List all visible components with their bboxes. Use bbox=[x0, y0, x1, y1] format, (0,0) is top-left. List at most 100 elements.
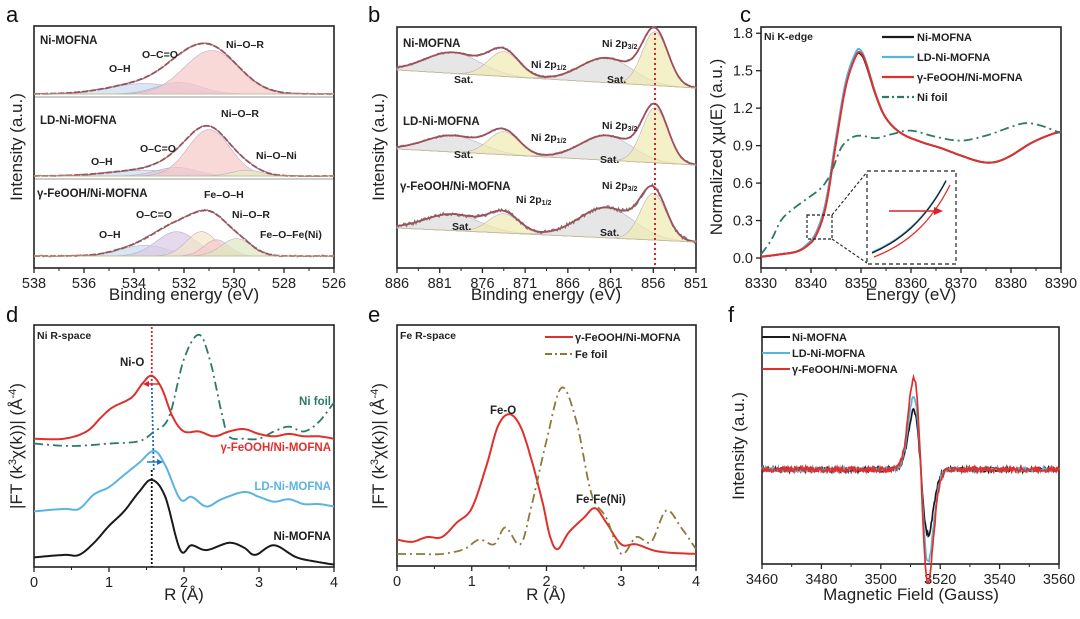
d-shift-arrow-blue-head bbox=[157, 459, 163, 465]
d-x-tick-label: 0 bbox=[30, 575, 38, 591]
b-series-label-2: LD-Ni-MOFNA bbox=[403, 116, 480, 128]
a-annotation-oh-2: O–H bbox=[91, 156, 113, 168]
e-x-tick-label: 1 bbox=[468, 574, 476, 590]
a-annotation-oh-1: O–H bbox=[109, 63, 131, 75]
a-annotation-oco-1: O–C=O bbox=[142, 49, 178, 61]
e-annotation-feo: Fe-O bbox=[490, 405, 516, 417]
svg-text:Ni 2p1/2: Ni 2p1/2 bbox=[516, 194, 552, 207]
d-x-tick-label: 3 bbox=[255, 575, 263, 591]
c-x-tick-label: 8350 bbox=[845, 276, 877, 292]
c-zoom-connector bbox=[831, 238, 868, 264]
c-y-tick-label: 0.0 bbox=[733, 251, 753, 267]
a-x-tick-label: 534 bbox=[122, 276, 146, 292]
c-series-ni-foil bbox=[760, 122, 1062, 255]
c-y-tick-label: 1.8 bbox=[733, 26, 753, 42]
f-y-axis-title: Intensity (a.u.) bbox=[729, 392, 748, 500]
panel-a-plot-area: 538 536 534 532 530 528 526 bbox=[22, 25, 346, 292]
a-x-tick-label: 530 bbox=[222, 276, 246, 292]
d-shift-arrow-red-head bbox=[143, 381, 149, 387]
a-x-tick-label: 526 bbox=[322, 276, 346, 292]
f-x-tick-label: 3560 bbox=[1043, 572, 1075, 588]
b-annotation-sat-2b: Sat. bbox=[600, 154, 619, 166]
panel-letter-d: d bbox=[6, 302, 18, 327]
a-y-axis-title: Intensity (a.u.) bbox=[7, 93, 26, 201]
e-x-tick-label: 0 bbox=[393, 574, 401, 590]
panel-c-xanes: c 8330 8340 8350 8360 8370 8380 8390 0.0 0.3 0.6 0… bbox=[707, 2, 1077, 304]
b-annotation-ni2p32-1: Ni 2p3/2 bbox=[602, 38, 638, 51]
e-axes-frame bbox=[396, 324, 697, 567]
c-y-axis-title: Normalized χμ(E) (a.u.) bbox=[707, 59, 726, 235]
c-x-tick-label: 8330 bbox=[745, 276, 777, 292]
c-y-tick-label: 0.6 bbox=[733, 176, 753, 192]
b-fit-line-0 bbox=[396, 26, 697, 89]
f-x-axis-title: Magnetic Field (Gauss) bbox=[823, 585, 999, 604]
svg-text:|FT (k3χ(k))| (Å-4): |FT (k3χ(k))| (Å-4) bbox=[7, 383, 26, 509]
b-y-axis-title: Intensity (a.u.) bbox=[369, 93, 388, 201]
d-series-ni-foil bbox=[33, 333, 335, 447]
c-x-tick-label: 8370 bbox=[945, 276, 977, 292]
c-zoom-region-box bbox=[806, 214, 833, 240]
panel-e-plot-area: 0 1 2 3 4 γ-FeOOH/Ni-MOFNA Fe foil bbox=[393, 324, 700, 590]
e-series-fe-foil bbox=[397, 386, 697, 556]
e-x-tick-label: 4 bbox=[692, 574, 700, 590]
a-annotation-feoh-3: Fe–O–H bbox=[204, 189, 244, 201]
b-annotation-sat-2a: Sat. bbox=[454, 149, 473, 161]
f-legend-label: γ-FeOOH/Ni-MOFNA bbox=[792, 364, 898, 376]
c-inset-line-feooh bbox=[873, 184, 951, 258]
b-annotation-ni2p32-2: Ni 2p3/2 bbox=[602, 120, 638, 133]
c-x-tick-label: 8390 bbox=[1045, 276, 1077, 292]
c-x-tick-label: 8340 bbox=[795, 276, 827, 292]
d-x-tick-label: 2 bbox=[180, 575, 188, 591]
b-x-tick-label: 871 bbox=[513, 276, 537, 292]
b-x-tick-label: 881 bbox=[428, 276, 452, 292]
panel-letter-f: f bbox=[728, 302, 735, 327]
e-legend-label: Fe foil bbox=[575, 349, 607, 361]
a-x-tick-label: 532 bbox=[172, 276, 196, 292]
a-annotation-oco-3: O–C=O bbox=[136, 209, 172, 221]
a-peak-0-2 bbox=[34, 50, 334, 95]
a-annotation-nioni-2: Ni–O–Ni bbox=[256, 150, 297, 162]
b-baseline-2 bbox=[396, 227, 697, 243]
c-legend-label: LD-Ni-MOFNA bbox=[917, 52, 990, 64]
a-annotation-nior-2: Ni–O–R bbox=[221, 108, 259, 120]
c-zoom-connector bbox=[831, 171, 868, 216]
e-annotation-fefe: Fe-Fe(Ni) bbox=[576, 494, 626, 506]
b-x-tick-label: 866 bbox=[556, 276, 580, 292]
d-x-tick-label: 1 bbox=[105, 575, 113, 591]
a-annotation-oco-2: O–C=O bbox=[140, 143, 176, 155]
panel-letter-a: a bbox=[6, 2, 19, 27]
c-x-tick-label: 8360 bbox=[895, 276, 927, 292]
f-axes-frame bbox=[761, 326, 1060, 565]
b-x-tick-label: 856 bbox=[641, 276, 665, 292]
f-legend-label: LD-Ni-MOFNA bbox=[792, 348, 865, 360]
b-x-tick-label: 851 bbox=[684, 276, 708, 292]
c-legend-label: Ni foil bbox=[917, 92, 948, 104]
c-x-axis-title: Energy (eV) bbox=[866, 285, 957, 304]
a-annotation-nior-1: Ni–O–R bbox=[226, 39, 264, 51]
d-series-label: LD-Ni-MOFNA bbox=[254, 481, 331, 493]
b-x-axis-title: Binding energy (eV) bbox=[471, 285, 621, 304]
panel-d-plot-area: 0 1 2 3 4 Ni foil γ-FeOOH/Ni-MOFNA LD-Ni-MOFNA N… bbox=[30, 324, 338, 591]
svg-text:Ni 2p1/2: Ni 2p1/2 bbox=[531, 59, 567, 72]
b-annotation-ni2p12-2: Ni 2p1/2 bbox=[531, 132, 567, 145]
svg-text:Ni 2p3/2: Ni 2p3/2 bbox=[602, 120, 638, 133]
panel-b-plot-area: 886 881 876 871 866 861 856 851 bbox=[385, 26, 708, 292]
a-annotation-feofe-3: Fe–O–Fe(Ni) bbox=[260, 229, 322, 241]
f-x-tick-label: 3520 bbox=[924, 572, 956, 588]
d-x-axis-title: R (Å) bbox=[164, 585, 204, 604]
b-annotation-sat-1b: Sat. bbox=[607, 74, 626, 86]
a-x-tick-label: 528 bbox=[272, 276, 296, 292]
c-y-tick-label: 1.2 bbox=[733, 101, 753, 117]
e-x-axis-title: R (Å) bbox=[526, 585, 566, 604]
d-ref-line-blue bbox=[150, 383, 155, 471]
panel-c-plot-area: 8330 8340 8350 8360 8370 8380 8390 0.0 0.3 0.6 0.9… bbox=[733, 26, 1077, 292]
a-series-label-3: γ-FeOOH/Ni-MOFNA bbox=[37, 188, 148, 200]
d-annotation-nio: Ni-O bbox=[120, 357, 144, 369]
d-series-label: Ni foil bbox=[299, 396, 331, 408]
e-panel-title: Fe R-space bbox=[400, 330, 456, 342]
a-x-axis-title: Binding energy (eV) bbox=[109, 285, 259, 304]
panel-f-plot-area: 3460 3480 3500 3520 3540 3560 Ni-MOFNA LD-Ni-MO… bbox=[746, 326, 1075, 588]
f-legend-label: Ni-MOFNA bbox=[792, 332, 847, 344]
c-y-tick-label: 1.5 bbox=[733, 64, 753, 80]
